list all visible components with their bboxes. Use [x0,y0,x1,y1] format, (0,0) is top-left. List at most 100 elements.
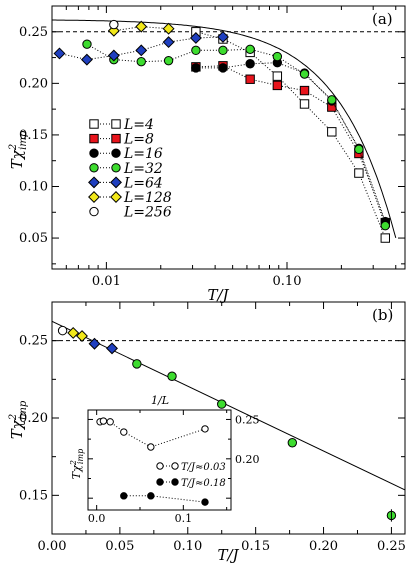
inset-legend-entry: T/J≈0.18 [156,478,226,489]
x-tick-label: 0.20 [309,539,338,554]
data-point [299,69,310,79]
data-point [162,22,175,35]
svg-text:Tχ2imp: Tχ2imp [8,130,29,169]
panel-b-ylabel: Tχ2imp [8,400,29,439]
series-l-4 [191,27,390,243]
inset-series [120,492,209,506]
inset-axes: 0.0 0.1 0.20 0.25 [88,410,260,525]
legend-entry: L=32 [89,161,163,177]
x-tick-label: 0.01 [92,274,121,289]
legend-marker [89,206,99,217]
data-point [135,20,148,33]
data-point [354,144,364,155]
legend-label: L=8 [123,132,154,148]
panel-a-tag: (a) [372,10,393,28]
data-point [299,85,310,96]
y-tick-label: 0.20 [19,76,48,91]
series-l-256 [109,19,119,30]
data-point [217,399,227,409]
x-tick-label: 0.25 [377,539,406,554]
legend-marker [111,133,121,144]
legend-marker [156,478,164,486]
legend-marker [88,191,100,203]
y-tick-label: 0.15 [19,128,48,143]
legend-label: L=256 [123,205,172,221]
legend-label: L=16 [123,146,163,162]
legend-label: T/J≈0.03 [181,462,226,473]
series-l-128 [67,326,88,342]
data-point [136,56,146,67]
series-line [195,65,386,223]
x-tick-label: 0.00 [38,539,67,554]
y-tick-label: 0.20 [235,453,260,466]
legend-marker [111,119,121,129]
data-point [109,19,119,30]
inset-legend-entry: T/J≈0.03 [156,462,226,473]
legend-marker [89,133,99,144]
panel-a-series [53,19,390,243]
data-point [147,443,155,451]
data-point [53,47,66,60]
data-point [80,53,93,66]
panel-b-xlabel: T/J [217,546,239,564]
svg-text:Tχ2imp: Tχ2imp [69,449,85,479]
data-point [106,418,114,426]
legend-marker [111,148,121,158]
data-point [120,428,128,436]
x-tick-label: 0.0 [88,512,106,525]
legend-label: L=32 [123,161,163,177]
data-point [57,325,68,336]
legend-marker [156,462,164,470]
series-l-64 [53,30,229,66]
data-point [299,99,310,109]
data-point [191,63,201,73]
data-point [380,233,390,243]
legend-label: T/J≈0.18 [181,478,226,489]
series-l-16 [191,58,390,227]
legend-marker [88,176,100,189]
panel-a-xlabel: T/J [207,286,229,304]
series-l-256 [57,325,68,336]
legend-marker [89,163,99,173]
inset-ylabel: Tχ2imp [69,449,85,479]
data-point [132,359,142,369]
panel-b-tag: (b) [372,306,393,324]
inset-series [96,417,209,451]
data-point [380,220,390,231]
panel-a-ylabel: Tχ2imp [8,130,29,169]
data-point [167,371,177,381]
data-point [162,36,175,49]
y-tick-label: 0.05 [19,231,48,246]
y-tick-label: 0.15 [19,488,48,503]
data-point [88,337,101,350]
data-point [191,45,201,56]
data-point [106,342,118,355]
legend-entry: L=4 [89,117,154,133]
data-point [245,44,255,55]
svg-text:Tχ2imp: Tχ2imp [8,400,29,439]
legend-entry: L=16 [89,146,163,162]
panel-a-axes: 0.01 0.10 0.05 0.10 0.15 0.20 0.25 [19,5,405,289]
inset-series [96,417,209,506]
legend-marker [111,163,121,173]
y-tick-label: 0.25 [235,413,260,426]
data-point [76,330,88,342]
panel-a-fit-curve [52,19,397,239]
data-point [272,80,283,91]
x-tick-label: 0.1 [175,512,193,525]
legend-entry: L=8 [89,132,154,148]
data-point [327,95,337,105]
legend-label: L=128 [123,190,172,206]
inset-legend: T/J≈0.03 T/J≈0.18 [156,462,226,489]
data-point [201,498,209,506]
data-point [218,45,228,56]
x-tick-label: 0.15 [241,539,270,554]
series-line [99,420,206,448]
data-point [217,30,229,43]
inset-top-label: 1/L [151,394,169,407]
data-point [163,55,174,66]
legend-entry: L=64 [88,175,163,191]
legend-marker [110,176,122,189]
